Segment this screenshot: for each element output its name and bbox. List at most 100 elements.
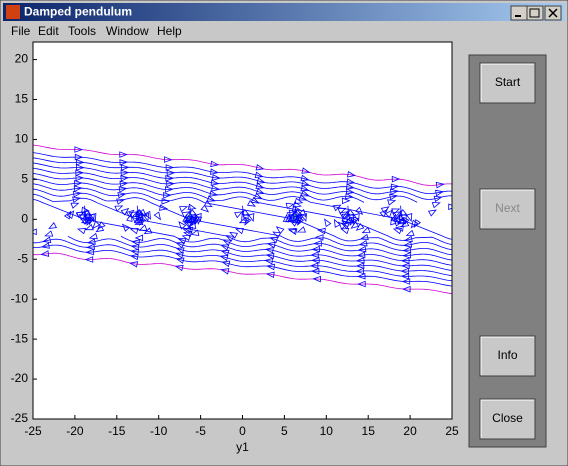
- arrow: [345, 183, 355, 190]
- arrow: [400, 267, 409, 275]
- menu-item[interactable]: Help: [157, 24, 182, 38]
- x-tick-label: -15: [108, 424, 126, 438]
- arrow: [405, 229, 415, 236]
- arrow: [210, 179, 220, 186]
- button-highlight[interactable]: [480, 399, 534, 438]
- button-label[interactable]: Start: [495, 75, 521, 89]
- arrow: [163, 156, 173, 163]
- trajectory: [33, 193, 138, 220]
- arrow: [220, 244, 230, 251]
- arrow: [144, 210, 151, 220]
- trajectory: [33, 238, 452, 282]
- button-face[interactable]: [479, 398, 536, 440]
- x-tick-label: 10: [320, 424, 334, 438]
- x-tick-label: 20: [403, 424, 417, 438]
- arrow: [309, 262, 319, 269]
- arrow: [400, 273, 410, 280]
- menu-item[interactable]: Tools: [68, 24, 96, 38]
- arrow: [76, 164, 85, 171]
- arrow: [294, 197, 304, 205]
- arrow: [339, 211, 349, 219]
- arrow: [285, 213, 292, 223]
- arrow: [174, 264, 184, 272]
- arrow: [90, 213, 97, 223]
- menu-item[interactable]: Edit: [38, 24, 59, 38]
- x-tick-label: -25: [24, 424, 42, 438]
- arrow: [300, 190, 310, 197]
- arrow: [182, 228, 192, 235]
- arrow: [248, 213, 255, 223]
- arrow: [220, 268, 230, 275]
- arrow: [42, 236, 52, 243]
- menu-item[interactable]: File: [11, 24, 31, 38]
- arrow: [210, 168, 219, 175]
- arrow: [355, 206, 364, 216]
- arrow: [119, 151, 128, 158]
- trajectory: [84, 219, 452, 266]
- arrow: [402, 246, 412, 254]
- arrow: [349, 216, 357, 226]
- x-tick-label: 15: [362, 424, 376, 438]
- arrow: [74, 146, 83, 153]
- arrow: [334, 218, 341, 228]
- window-controls[interactable]: [510, 5, 562, 21]
- button[interactable]: Close: [479, 398, 536, 440]
- arrow: [181, 211, 191, 219]
- button[interactable]: Info: [479, 335, 536, 377]
- arrow: [402, 216, 410, 226]
- arrow: [177, 238, 187, 245]
- arrow: [356, 251, 366, 259]
- arrow: [72, 196, 82, 203]
- arrow: [357, 280, 366, 288]
- arrow: [313, 240, 322, 247]
- arrow: [128, 211, 138, 219]
- arrow: [345, 188, 355, 195]
- arrow: [83, 208, 93, 217]
- arrow: [347, 171, 356, 178]
- button-face[interactable]: [479, 62, 536, 104]
- trajectory: [84, 205, 87, 222]
- arrow: [323, 218, 332, 228]
- arrow: [174, 252, 184, 259]
- arrow: [188, 208, 198, 217]
- arrow: [256, 177, 266, 184]
- arrow: [211, 185, 221, 192]
- arrow: [84, 256, 94, 263]
- arrow: [255, 164, 265, 171]
- y-tick-label: 20: [15, 52, 29, 66]
- arrow: [427, 209, 437, 217]
- arrow: [142, 213, 150, 223]
- arrow: [391, 175, 401, 183]
- trajectory: [294, 205, 298, 222]
- button-highlight[interactable]: [480, 63, 534, 102]
- arrow: [191, 216, 199, 226]
- arrow: [353, 213, 360, 223]
- arrow: [344, 217, 354, 224]
- arrow: [355, 222, 365, 231]
- arrow: [121, 223, 130, 232]
- button-highlight[interactable]: [480, 336, 534, 375]
- arrow: [310, 267, 320, 275]
- arrow: [212, 174, 221, 181]
- button-label[interactable]: Close: [492, 411, 523, 425]
- arrow: [311, 245, 321, 253]
- button[interactable]: Start: [479, 62, 536, 104]
- arrow: [391, 211, 401, 219]
- menu-bar: File Edit Tools Window Help: [11, 24, 182, 38]
- button-label[interactable]: Info: [497, 348, 517, 362]
- arrow: [86, 238, 96, 245]
- arrow: [184, 215, 194, 223]
- arrow: [166, 180, 175, 188]
- button-face[interactable]: [479, 335, 536, 377]
- trajectory: [33, 144, 452, 186]
- trajectory: [120, 235, 452, 271]
- arrow: [74, 180, 83, 187]
- arrow: [358, 240, 368, 247]
- arrow: [399, 208, 409, 217]
- arrow: [175, 257, 185, 264]
- arrow: [403, 235, 413, 243]
- axes: -25 -20 -15 -10 -5 0 5 10 15 20 25 -25 -20 -15 -10 -5 0 5…: [11, 41, 459, 454]
- menu-item[interactable]: Window: [106, 24, 149, 38]
- arrow: [380, 206, 390, 214]
- arrow: [74, 153, 84, 161]
